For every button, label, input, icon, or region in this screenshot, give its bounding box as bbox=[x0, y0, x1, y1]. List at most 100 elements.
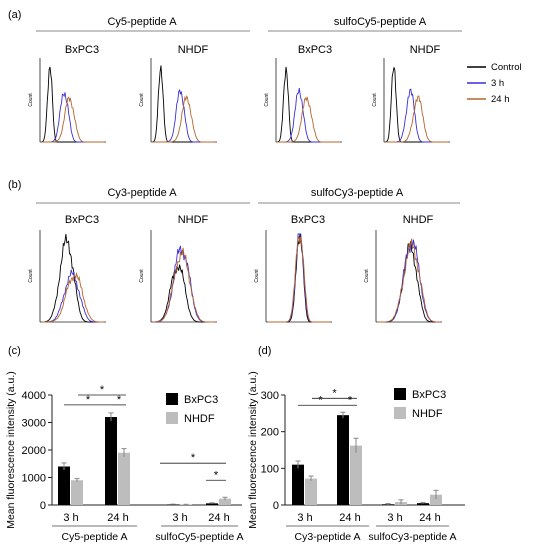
panel-a-group1-title: Cy5-peptide A bbox=[107, 16, 177, 28]
chart-d-bar-bxpc3-3 bbox=[417, 503, 429, 505]
chart-d-ytick-label: 300 bbox=[261, 390, 279, 402]
chart-c-xtick-label: 24 h bbox=[208, 512, 229, 524]
chart-c-sig-star: * bbox=[117, 394, 122, 406]
histogram-a-2-curve-24h bbox=[153, 95, 215, 143]
histogram-a-1-curve-3h bbox=[42, 92, 104, 143]
histogram-b-2: Count bbox=[139, 230, 217, 323]
chart-c-ytick-label: 4000 bbox=[22, 390, 46, 402]
histogram-a-3-curve-24h bbox=[278, 96, 340, 143]
chart-d-bar-nhdf-0 bbox=[305, 478, 317, 505]
chart-c-xtick-label: 3 h bbox=[172, 512, 187, 524]
histogram-a-3: Count bbox=[264, 58, 342, 143]
panel-b-nhdf-cy3-title: NHDF bbox=[178, 214, 209, 226]
chart-c-bar-bxpc3-1 bbox=[105, 417, 117, 505]
chart-d-group-label: sulfoCy3-peptide A bbox=[368, 531, 456, 543]
chart-d-ytick-label: 100 bbox=[261, 463, 279, 475]
chart-d-ytick-label: 0 bbox=[273, 500, 279, 512]
panel-a-bxpc3-cy5-title: BxPC3 bbox=[65, 44, 99, 56]
chart-c-legend-label-bxpc3: BxPC3 bbox=[184, 394, 218, 406]
histogram-b-3-curve-3h bbox=[268, 233, 330, 323]
histogram-a-2-curve-3h bbox=[153, 88, 215, 143]
panel-b-nhdf-sulfocy3-title: NHDF bbox=[403, 214, 434, 226]
chart-d-bar-nhdf-1 bbox=[350, 445, 362, 505]
panel-a-bxpc3-sulfocy5-title: BxPC3 bbox=[298, 44, 332, 56]
chart-d-ytick-label: 200 bbox=[261, 427, 279, 439]
panel-b-group1-title: Cy3-peptide A bbox=[107, 187, 177, 199]
histogram-b-3-curve-control bbox=[268, 234, 330, 323]
histogram-b-1-ylabel: Count bbox=[28, 269, 34, 283]
chart-c-xtick-label: 24 h bbox=[107, 512, 128, 524]
panel-a-group2-title: sulfoCy5-peptide A bbox=[334, 16, 427, 28]
chart-d-xtick-label: 24 h bbox=[419, 512, 440, 524]
histogram-b-2-curve-24h bbox=[152, 247, 215, 323]
panel-b-bxpc3-sulfocy3-title: BxPC3 bbox=[291, 214, 325, 226]
histogram-b-2-curve-3h bbox=[153, 245, 215, 323]
histogram-a-1-ylabel: Count bbox=[28, 93, 34, 107]
chart-c-sig-star: * bbox=[100, 384, 105, 396]
chart-d-sig-star: * bbox=[332, 387, 337, 399]
chart-d-xtick-label: 24 h bbox=[339, 512, 360, 524]
histogram-a-4-curve-24h bbox=[386, 95, 448, 143]
chart-c-ylabel: Mean fluorescence intensity (a.u.) bbox=[5, 371, 17, 529]
chart-d-group-label: Cy3-peptide A bbox=[295, 531, 361, 543]
chart-c-sig-star: * bbox=[214, 469, 219, 481]
histogram-b-4: Count bbox=[364, 230, 442, 323]
chart-c-ytick-label: 0 bbox=[40, 500, 46, 512]
chart-c-legend-swatch-bxpc3 bbox=[166, 393, 178, 405]
histogram-b-2-ylabel: Count bbox=[139, 269, 145, 283]
chart-d-bar-nhdf-3 bbox=[430, 494, 442, 505]
histogram-b-4-curve-control bbox=[378, 241, 440, 323]
chart-c-ytick-label: 3000 bbox=[22, 418, 46, 430]
chart-c-group-label: Cy5-peptide A bbox=[62, 531, 128, 543]
chart-c-ytick-label: 2000 bbox=[22, 445, 46, 457]
chart-c-legend-swatch-nhdf bbox=[166, 412, 178, 424]
panel-c-label: (c) bbox=[8, 345, 21, 357]
histogram-b-2-curve-control bbox=[152, 264, 215, 323]
histogram-a-4-curve-3h bbox=[386, 88, 448, 143]
histogram-b-1-curve-3h bbox=[42, 269, 104, 323]
chart-c-bar-nhdf-3 bbox=[219, 498, 231, 505]
panel-a-label: (a) bbox=[8, 9, 21, 21]
chart-c-group-label: sulfoCy5-peptide A bbox=[155, 531, 243, 543]
chart-d-legend-label-bxpc3: BxPC3 bbox=[412, 389, 446, 401]
histogram-a-4: Count bbox=[372, 58, 450, 143]
histogram-a-3-curve-3h bbox=[278, 88, 340, 143]
chart-c-bar-bxpc3-3 bbox=[206, 503, 218, 505]
chart-d-sig-star: * bbox=[348, 394, 353, 406]
histogram-b-4-curve-3h bbox=[378, 239, 440, 323]
panel-b-label: (b) bbox=[8, 179, 21, 191]
histogram-b-1-curve-24h bbox=[42, 271, 104, 323]
chart-d-legend-label-nhdf: NHDF bbox=[412, 408, 443, 420]
histogram-b-1: Count bbox=[28, 230, 106, 323]
legend-24h-label: 24 h bbox=[491, 94, 510, 105]
chart-d-xtick-label: 3 h bbox=[387, 512, 402, 524]
histogram-b-1-curve-control bbox=[42, 233, 104, 323]
panel-a-nhdf-cy5-title: NHDF bbox=[178, 44, 209, 56]
chart-d-bar-bxpc3-1 bbox=[337, 415, 349, 505]
chart-c-sig-star: * bbox=[86, 394, 91, 406]
histogram-a-1-curve-control bbox=[41, 66, 104, 143]
legend-control-label: Control bbox=[491, 62, 522, 73]
chart-d-ylabel: Mean fluorescence intensity (a.u.) bbox=[247, 371, 259, 529]
histogram-b-4-curve-24h bbox=[378, 238, 440, 323]
histogram-b-4-ylabel: Count bbox=[364, 269, 370, 283]
histogram-a-2: Count bbox=[139, 58, 217, 143]
chart-c-bar-nhdf-0 bbox=[71, 480, 83, 505]
panel-a-nhdf-sulfocy5-title: NHDF bbox=[410, 44, 441, 56]
legend-3h-label: 3 h bbox=[491, 78, 504, 89]
panel-b-histograms: Count Count Count Count bbox=[28, 230, 442, 323]
chart-d-legend-swatch-bxpc3 bbox=[394, 388, 406, 400]
chart-c-bar-bxpc3-0 bbox=[58, 466, 70, 505]
chart-c-ytick-label: 1000 bbox=[22, 473, 46, 485]
chart-d-sig-star: * bbox=[318, 394, 323, 406]
panel-d-label: (d) bbox=[258, 345, 271, 357]
histogram-b-3-ylabel: Count bbox=[254, 269, 260, 283]
chart-d-xtick-label: 3 h bbox=[297, 512, 312, 524]
chart-c-bar-nhdf-1 bbox=[118, 452, 130, 505]
chart-c-legend-label-nhdf: NHDF bbox=[184, 413, 215, 425]
histogram-a-1-curve-24h bbox=[42, 96, 104, 143]
histogram-b-3-curve-24h bbox=[268, 236, 330, 323]
chart-d-bar-bxpc3-0 bbox=[292, 464, 304, 505]
